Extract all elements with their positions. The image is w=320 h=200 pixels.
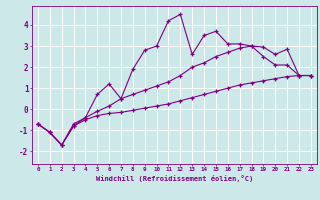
X-axis label: Windchill (Refroidissement éolien,°C): Windchill (Refroidissement éolien,°C) — [96, 175, 253, 182]
